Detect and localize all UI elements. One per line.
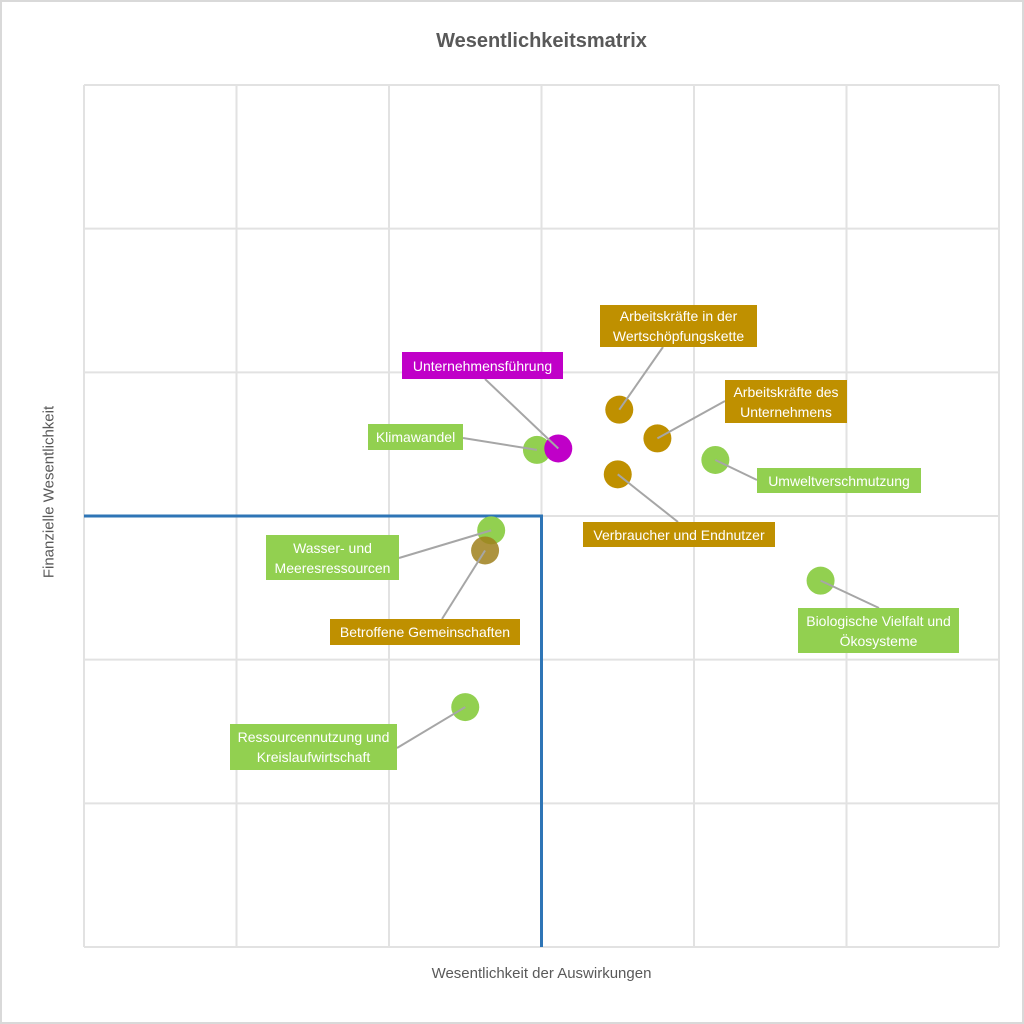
leader-line-ressourcennutzung bbox=[396, 706, 466, 749]
leader-line-umweltverschmutzung bbox=[714, 459, 758, 481]
chart-title: Wesentlichkeitsmatrix bbox=[436, 30, 647, 52]
leader-line-arbeitskraefte-unternehmen bbox=[656, 400, 726, 440]
leader-line-verbraucher-endnutzer bbox=[617, 473, 679, 523]
leader-line-unternehmensfuehrung bbox=[484, 378, 559, 450]
materiality-threshold-line bbox=[84, 514, 543, 947]
x-axis-title: Wesentlichkeit der Auswirkungen bbox=[431, 965, 652, 982]
leader-line-biologische-vielfalt bbox=[820, 579, 880, 609]
leader-line-wasser-meeresressourcen bbox=[398, 529, 492, 559]
leader-line-arbeitskraefte-wertschoepfungskette bbox=[618, 346, 664, 411]
leader-line-klimawandel bbox=[462, 437, 538, 451]
leader-line-betroffene-gemeinschaften bbox=[441, 549, 486, 620]
